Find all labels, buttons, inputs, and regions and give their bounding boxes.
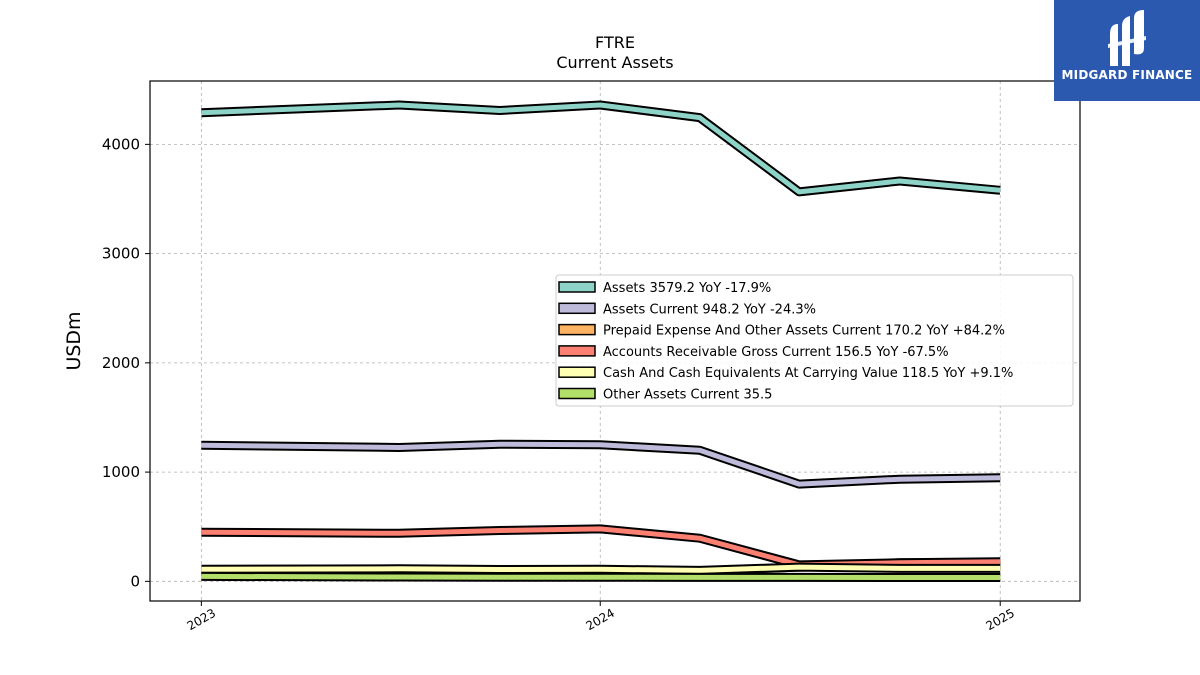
x-tick-label: 2024: [584, 606, 617, 633]
legend-swatch-5: [558, 387, 596, 400]
y-tick-label: 0: [130, 572, 140, 590]
series-line-1: [201, 441, 1001, 487]
y-axis-label: USDm: [63, 311, 85, 370]
legend-swatch-4: [558, 366, 596, 378]
legend-label-1: Assets Current 948.2 YoY -24.3%: [603, 302, 816, 317]
legend-box: [555, 274, 1074, 407]
series-line-4: [201, 564, 1001, 573]
legend-label-0: Assets 3579.2 YoY -17.9%: [603, 281, 771, 296]
x-axis-ticks: 2023 2024 2025: [185, 601, 1017, 633]
legend-label-5: Other Assets Current 35.5: [603, 388, 772, 403]
legend-label-2: Prepaid Expense And Other Assets Current…: [603, 324, 1005, 339]
midgard-logo-icon: [1108, 10, 1146, 66]
legend-label-3: Accounts Receivable Gross Current 156.5 …: [603, 345, 949, 360]
x-tick-label: 2023: [185, 606, 218, 633]
brand-logo: MIDGARD FINANCE: [1054, 0, 1200, 101]
logo-text: MIDGARD FINANCE: [1061, 68, 1193, 82]
x-tick-label: 2025: [983, 606, 1016, 633]
series-line-3: [201, 526, 1001, 568]
series-outline-0: [201, 100, 1001, 197]
y-tick-label: 4000: [102, 135, 140, 153]
y-tick-label: 2000: [102, 354, 140, 372]
series-line-0: [201, 102, 1001, 195]
chart-subtitle: Current Assets: [556, 53, 673, 72]
series-layer: [201, 100, 1001, 582]
legend-swatch-3: [558, 345, 596, 357]
legend-label-4: Cash And Cash Equivalents At Carrying Va…: [603, 366, 1013, 381]
legend-swatch-0: [558, 281, 596, 293]
legend: Assets 3579.2 YoY -17.9% Assets Current 9…: [555, 274, 1074, 407]
legend-swatch-1: [558, 302, 596, 315]
y-axis-ticks: 0 1000 2000 3000 4000: [102, 135, 150, 590]
y-tick-label: 3000: [102, 245, 140, 263]
chart-title: FTRE: [595, 33, 635, 52]
plot-frame: [149, 80, 1081, 602]
series-line-5: [201, 573, 1001, 580]
y-tick-label: 1000: [102, 463, 140, 481]
legend-swatch-2: [558, 323, 596, 336]
